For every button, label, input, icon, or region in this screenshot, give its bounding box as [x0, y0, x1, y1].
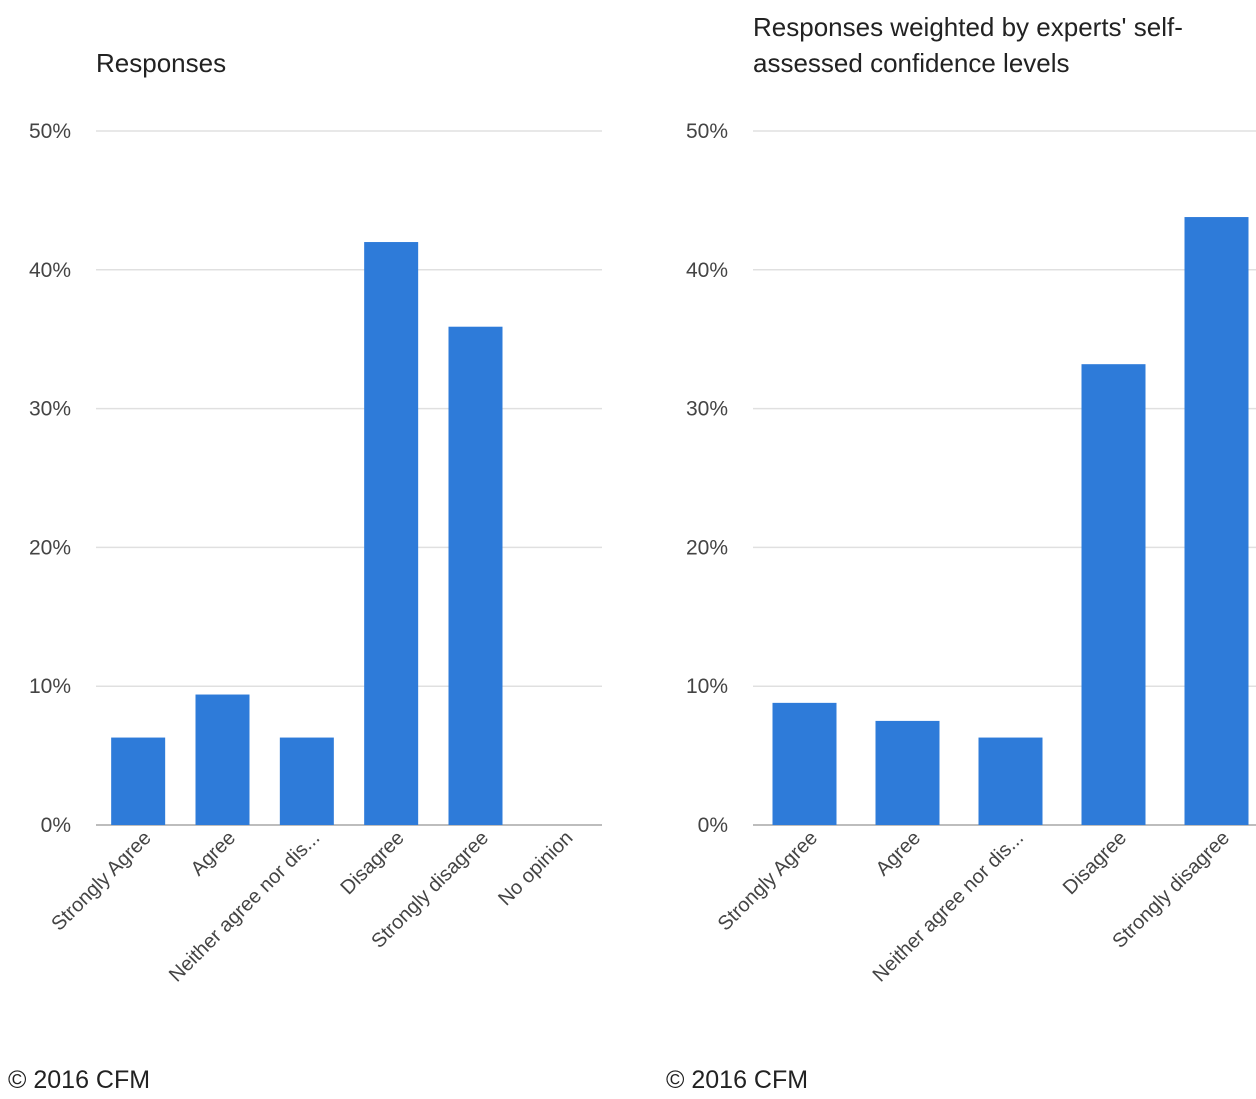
- chart-panel-responses: Responses 0% 10% 20% 30% 40% 50% Strongly Agre…: [8, 48, 602, 1094]
- x-category-label: Disagree: [1059, 827, 1131, 899]
- copyright-footer: © 2016 CFM: [666, 1066, 809, 1094]
- bar-chart-weighted-responses: 0%10%20%30%40%50%Strongly Agree AgreeNeit…: [686, 120, 1256, 986]
- y-tick-label: 20%: [686, 536, 728, 559]
- x-category-label: Strongly Agree: [714, 827, 822, 935]
- chart-title: Responses weighted by experts' self- ass…: [753, 12, 1183, 78]
- bar[interactable]: [978, 737, 1043, 825]
- y-tick-label: 50%: [29, 120, 71, 143]
- x-category-label: Disagree: [337, 827, 409, 899]
- bar[interactable]: [875, 720, 940, 825]
- y-tick-label: 0%: [698, 814, 728, 837]
- y-tick-label: 50%: [686, 120, 728, 143]
- chart-title: Responses: [96, 48, 227, 78]
- y-tick-label: 10%: [29, 675, 71, 698]
- chart-panel-weighted-responses: Responses weighted by experts' self- ass…: [628, 0, 1256, 1099]
- y-tick-label: 30%: [29, 398, 71, 421]
- bar[interactable]: [1184, 217, 1249, 825]
- x-category-label: Neither agree nor dis...: [165, 827, 324, 986]
- y-tick-label: 40%: [29, 259, 71, 282]
- x-category-label: Agree: [187, 827, 240, 880]
- y-tick-label: 30%: [686, 398, 728, 421]
- bar[interactable]: [448, 326, 503, 825]
- copyright-footer: © 2016 CFM: [8, 1066, 151, 1094]
- x-category-label: Agree: [872, 827, 925, 880]
- bar[interactable]: [195, 694, 250, 825]
- bar[interactable]: [111, 737, 166, 825]
- x-category-label: Strongly Agree: [47, 827, 155, 935]
- bar[interactable]: [279, 737, 334, 825]
- bar[interactable]: [1081, 364, 1146, 825]
- y-tick-label: 20%: [29, 536, 71, 559]
- bar[interactable]: [772, 702, 837, 825]
- y-tick-label: 0%: [41, 814, 71, 837]
- bar-chart-responses: 0% 10% 20% 30% 40% 50% Strongly Agree AgreeNeit…: [29, 120, 602, 986]
- y-tick-label: 40%: [686, 259, 728, 282]
- y-tick-label: 10%: [686, 675, 728, 698]
- bar[interactable]: [364, 242, 419, 826]
- x-category-label: No opinion: [494, 827, 577, 910]
